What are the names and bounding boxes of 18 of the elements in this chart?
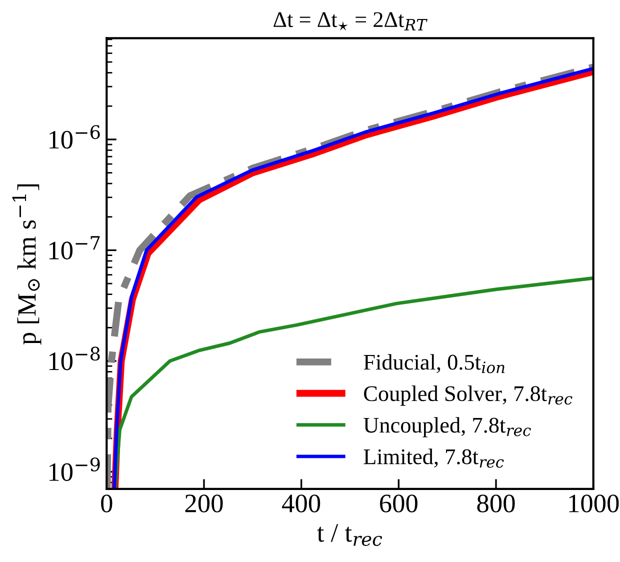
y-tick-label: 10$^{−8}$: [49, 346, 100, 370]
y-axis-title: p [M$_{⊙}$ km s$^{−1}$]: [12, 184, 42, 345]
legend-label: Uncoupled, 7.8t$_{rec}$: [364, 417, 531, 438]
x-tick-label: 1000: [569, 494, 619, 512]
x-tick-label: 800: [477, 494, 515, 512]
line-series: [113, 276, 594, 489]
x-tick-label: 600: [380, 494, 418, 512]
y-tick-label: 10$^{−7}$: [49, 236, 100, 260]
y-tick-label: 10$^{−6}$: [49, 125, 100, 149]
x-tick-label: 0: [101, 494, 112, 512]
x-axis-title: t / t$_{rec}$: [317, 524, 382, 546]
legend-label: Fiducial, 0.5t$_{ion}$: [364, 354, 504, 374]
y-tick-label: 10$^{−9}$: [49, 457, 100, 482]
chart-title: Δt = Δt$_{⋆}$ = 2Δt$_{RT}$: [274, 12, 428, 31]
legend-label: Coupled Solver, 7.8t$_{rec}$: [364, 386, 572, 406]
legend-label: Limited, 7.8t$_{rec}$: [364, 448, 504, 468]
x-tick-label: 200: [185, 494, 223, 512]
x-tick-label: 400: [282, 494, 320, 512]
